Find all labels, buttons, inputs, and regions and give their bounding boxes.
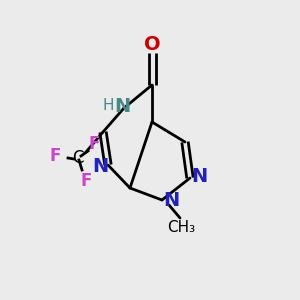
Text: F: F (80, 172, 92, 190)
Text: N: N (114, 97, 130, 116)
Text: CH₃: CH₃ (167, 220, 195, 235)
Text: H: H (103, 98, 114, 113)
Text: N: N (191, 167, 207, 187)
Text: F: F (49, 147, 61, 165)
Text: F: F (88, 135, 100, 153)
Text: N: N (92, 157, 108, 175)
Text: O: O (144, 34, 160, 53)
Text: N: N (163, 191, 179, 211)
Text: C: C (72, 149, 84, 167)
